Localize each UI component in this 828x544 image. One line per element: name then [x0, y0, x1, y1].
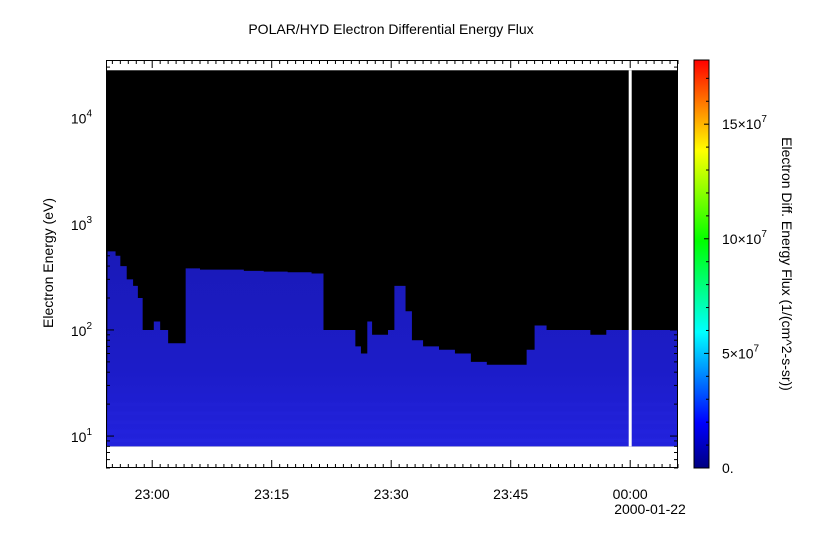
x-axis: 23:00 23:15 23:30 23:45 00:00	[111, 60, 679, 502]
flux-band	[107, 438, 677, 443]
x-date-label: 2000-01-22	[614, 501, 686, 517]
colorbar-gradient	[693, 59, 710, 469]
flux-band	[107, 411, 677, 416]
x-tick-label: 23:15	[254, 486, 289, 502]
x-tick-label: 23:45	[493, 486, 528, 502]
colorbar: 0. 5×107 10×107 15×107	[693, 59, 767, 476]
y-axis-label: Electron Energy (eV)	[40, 198, 56, 328]
colorbar-tick-label: 5×107	[722, 343, 760, 361]
x-tick-label: 23:30	[374, 486, 409, 502]
y-axis: 101 102 103 104	[71, 66, 678, 469]
colorbar-tick-label: 0.	[722, 460, 734, 476]
colorbar-label: Electron Diff. Energy Flux (1/(cm^2-s-sr…	[779, 137, 795, 391]
flux-band	[107, 429, 677, 434]
x-tick-label: 00:00	[613, 486, 648, 502]
colorbar-tick-label: 15×107	[722, 114, 767, 132]
chart-title: POLAR/HYD Electron Differential Energy F…	[248, 21, 533, 37]
data-gap-line	[628, 70, 632, 447]
flux-texture	[107, 393, 677, 443]
colorbar-ticks: 0. 5×107 10×107 15×107	[704, 77, 767, 476]
plot-border	[106, 60, 678, 468]
y-tick-label: 104	[71, 109, 93, 127]
plot-area	[106, 60, 678, 468]
colorbar-tick-label: 10×107	[722, 229, 767, 247]
flux-band	[107, 420, 677, 425]
y-tick-label: 102	[71, 321, 93, 339]
flux-region	[107, 251, 677, 447]
flux-band	[107, 393, 677, 398]
flux-band	[107, 402, 677, 407]
x-tick-label: 23:00	[135, 486, 170, 502]
y-tick-label: 103	[71, 215, 93, 233]
y-tick-label: 101	[71, 427, 93, 445]
